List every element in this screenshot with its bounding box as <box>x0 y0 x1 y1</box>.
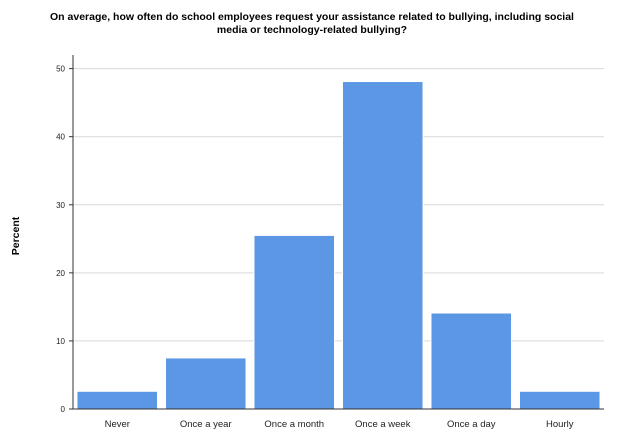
x-tick-label-once-a-month: Once a month <box>264 419 324 430</box>
bar-once-a-year <box>164 357 247 410</box>
bars <box>76 81 601 410</box>
x-tick-label-once-a-day: Once a day <box>447 419 496 430</box>
chart-title-line-1: On average, how often do school employee… <box>50 11 574 23</box>
bar-once-a-day <box>430 312 513 410</box>
x-tick-label-once-a-year: Once a year <box>180 419 232 430</box>
axes <box>72 55 604 410</box>
y-tick-label-50: 50 <box>56 65 65 74</box>
gridlines <box>73 68 604 342</box>
y-axis-title: Percent <box>10 216 22 255</box>
y-tick-label-20: 20 <box>56 269 65 278</box>
x-tick-labels: Never Once a year Once a month Once a week O… <box>105 419 574 430</box>
x-tick-label-once-a-week: Once a week <box>355 419 411 430</box>
y-tick-labels: 0 10 20 30 40 50 <box>56 65 73 414</box>
y-tick-label-10: 10 <box>56 337 65 346</box>
x-tick-label-never: Never <box>105 419 130 430</box>
chart-title-line-2: media or technology-related bullying? <box>217 24 407 36</box>
y-tick-label-40: 40 <box>56 133 65 142</box>
bar-once-a-week <box>341 81 424 410</box>
bar-hourly <box>518 390 601 410</box>
y-tick-label-30: 30 <box>56 201 65 210</box>
bar-never <box>76 390 159 410</box>
bar-once-a-month <box>253 234 336 410</box>
x-tick-label-hourly: Hourly <box>546 419 574 430</box>
chart-title: On average, how often do school employee… <box>50 11 574 36</box>
y-tick-label-0: 0 <box>61 405 66 414</box>
